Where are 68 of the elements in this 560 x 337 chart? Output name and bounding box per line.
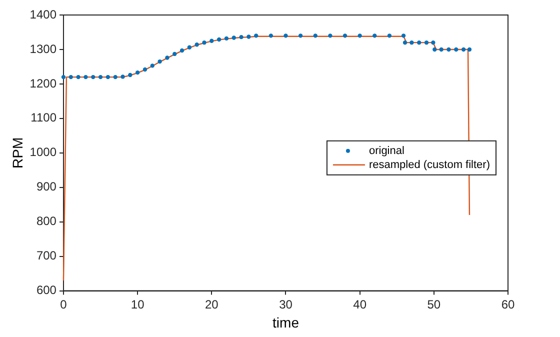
y-tick-label: 1100 — [30, 110, 57, 125]
point — [401, 34, 406, 38]
point — [313, 34, 318, 38]
point — [106, 74, 110, 80]
point — [210, 38, 214, 43]
point — [402, 40, 408, 45]
x-axis-title: time — [272, 314, 300, 330]
point — [467, 47, 472, 52]
point — [410, 40, 414, 45]
point — [358, 34, 362, 38]
point — [446, 47, 451, 52]
point — [417, 40, 422, 45]
point — [202, 40, 206, 45]
y-tick-label: 700 — [36, 248, 57, 263]
point — [268, 34, 274, 38]
point — [113, 74, 118, 80]
y-tick-label: 800 — [36, 214, 57, 228]
point — [91, 74, 96, 80]
x-tick-label: 20 — [204, 297, 219, 312]
y-axis-title: RPM — [9, 137, 26, 168]
point — [61, 74, 66, 80]
point — [98, 74, 103, 80]
x-tick-label: 0 — [60, 297, 68, 312]
point — [224, 36, 229, 41]
point — [158, 59, 162, 64]
point — [180, 48, 184, 53]
point — [84, 74, 88, 80]
point — [128, 72, 132, 78]
x-tick-label: 50 — [427, 297, 441, 312]
point — [172, 52, 177, 56]
point — [246, 34, 251, 39]
point — [232, 36, 236, 40]
point — [387, 34, 392, 38]
point — [439, 47, 444, 52]
y-tick-label: 1000 — [30, 145, 57, 160]
x-tick-label: 40 — [353, 297, 367, 312]
point — [165, 56, 170, 60]
point — [372, 34, 377, 38]
point — [424, 40, 429, 45]
point — [254, 34, 258, 38]
x-tick-label: 60 — [501, 297, 515, 312]
y-tick-label: 1400 — [30, 7, 57, 22]
point — [342, 34, 348, 38]
point — [194, 42, 199, 47]
point — [298, 34, 303, 38]
point — [454, 47, 458, 52]
point — [76, 74, 80, 80]
legend-label: original — [368, 144, 404, 157]
point — [284, 34, 288, 38]
point — [68, 74, 74, 80]
legend-label: resampled (custom filter) — [368, 158, 490, 171]
point — [150, 64, 154, 68]
point — [432, 47, 437, 52]
point — [142, 67, 148, 72]
point — [431, 40, 436, 45]
y-tick-label: 900 — [36, 180, 57, 194]
point — [187, 45, 192, 50]
point — [216, 37, 222, 42]
y-tick-label: 1200 — [30, 76, 57, 90]
point — [239, 34, 244, 40]
point — [461, 47, 466, 52]
x-tick-label: 10 — [130, 297, 145, 312]
point — [328, 34, 332, 38]
y-tick-label: 600 — [36, 283, 57, 298]
y-tick-label: 1300 — [30, 42, 57, 56]
point — [135, 70, 140, 75]
point — [120, 74, 125, 79]
x-tick-label: 30 — [279, 297, 293, 312]
